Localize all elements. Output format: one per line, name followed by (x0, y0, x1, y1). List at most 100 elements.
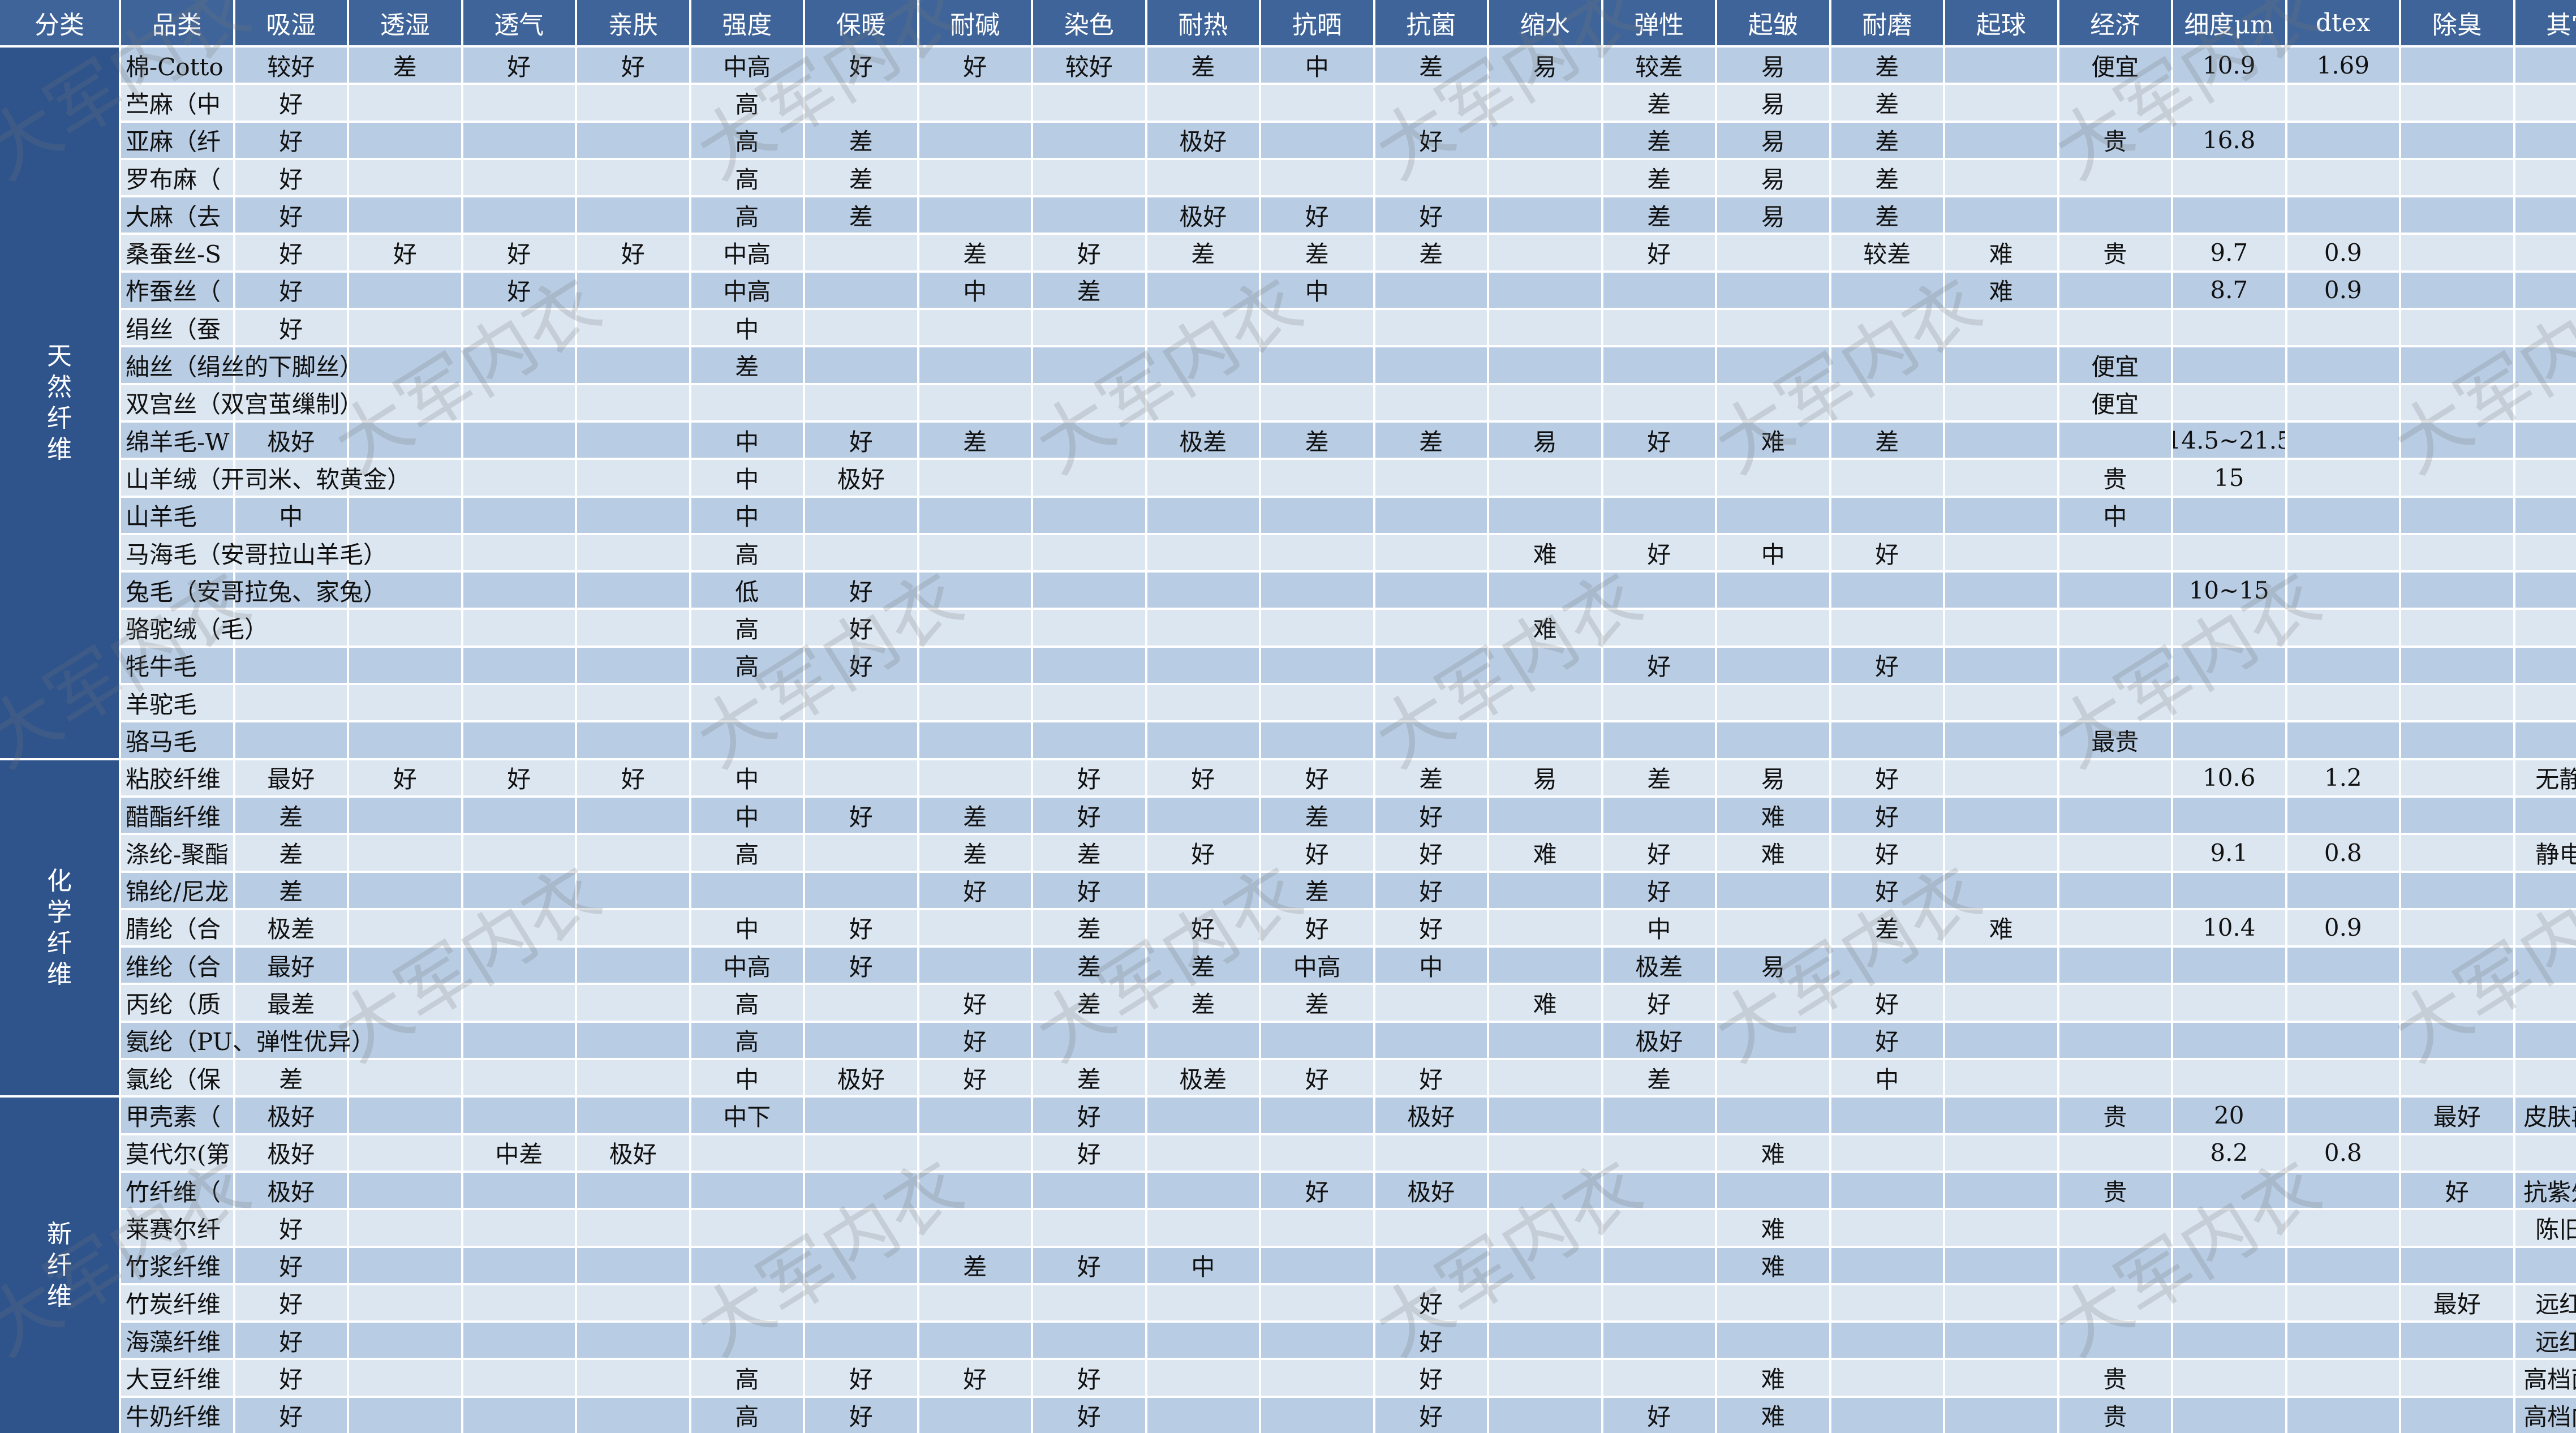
table-cell[interactable] (1945, 1285, 2057, 1320)
table-cell[interactable] (805, 722, 917, 758)
table-cell[interactable] (1945, 1135, 2057, 1171)
table-cell[interactable]: 好 (1375, 1360, 1487, 1395)
table-cell[interactable]: 10.4 (2173, 910, 2285, 945)
table-cell[interactable]: 好 (805, 948, 917, 983)
fiber-name-cell[interactable]: 氯纶（保 (121, 1060, 233, 1095)
table-cell[interactable]: 极好 (1375, 1098, 1487, 1133)
table-cell[interactable]: 好 (577, 48, 689, 83)
table-cell[interactable]: 难 (1945, 235, 2057, 270)
table-cell[interactable] (2401, 460, 2513, 495)
table-cell[interactable] (1033, 460, 1145, 495)
table-cell[interactable]: 好 (919, 1360, 1031, 1395)
table-cell[interactable]: 差 (1831, 160, 1943, 195)
table-cell[interactable] (349, 1135, 461, 1171)
table-cell[interactable] (349, 1323, 461, 1358)
table-cell[interactable]: 好 (463, 760, 575, 795)
table-cell[interactable]: 好 (1375, 197, 1487, 233)
table-cell[interactable] (2401, 423, 2513, 458)
table-cell[interactable] (805, 760, 917, 795)
table-cell[interactable]: 差 (1033, 948, 1145, 983)
table-cell[interactable]: 中高 (691, 273, 803, 308)
table-cell[interactable] (463, 423, 575, 458)
table-cell[interactable] (1261, 85, 1373, 120)
table-cell[interactable] (2401, 798, 2513, 833)
table-cell[interactable]: 好 (1603, 835, 1715, 870)
table-cell[interactable] (2059, 1210, 2171, 1245)
table-cell[interactable] (1603, 1285, 1715, 1320)
table-cell[interactable]: 难 (1717, 1210, 1829, 1245)
table-cell[interactable]: 16.8 (2173, 123, 2285, 158)
table-cell[interactable] (805, 1098, 917, 1133)
table-cell[interactable]: 贵 (2059, 460, 2171, 495)
fiber-name-cell[interactable]: 莱赛尔纤 (121, 1210, 233, 1245)
table-cell[interactable] (577, 1173, 689, 1208)
table-cell[interactable] (349, 910, 461, 945)
table-cell[interactable] (805, 310, 917, 345)
table-cell[interactable] (1717, 460, 1829, 495)
table-cell[interactable] (805, 85, 917, 120)
table-cell[interactable] (463, 1098, 575, 1133)
table-cell[interactable]: 差 (919, 798, 1031, 833)
table-cell[interactable] (349, 1098, 461, 1133)
table-cell[interactable]: 好 (1375, 1060, 1487, 1095)
table-cell[interactable] (577, 1210, 689, 1245)
table-cell[interactable]: 好 (1831, 648, 1943, 683)
table-cell[interactable]: 最贵 (2059, 722, 2171, 758)
table-cell[interactable] (2059, 1285, 2171, 1320)
table-cell[interactable]: 好 (919, 1023, 1031, 1058)
table-cell[interactable] (349, 385, 461, 420)
table-cell[interactable]: 中 (1717, 535, 1829, 570)
table-cell[interactable]: 10.9 (2173, 48, 2285, 83)
table-cell[interactable]: 差 (805, 160, 917, 195)
table-cell[interactable] (463, 648, 575, 683)
column-header[interactable]: dtex (2287, 0, 2399, 45)
table-cell[interactable]: 极好 (235, 1135, 347, 1171)
table-cell[interactable] (2059, 573, 2171, 608)
table-cell[interactable] (691, 1135, 803, 1171)
fiber-name-cell[interactable]: 紬丝（绢丝的下脚丝） (121, 347, 233, 382)
table-cell[interactable] (1147, 1210, 1259, 1245)
table-cell[interactable] (1717, 1098, 1829, 1133)
table-cell[interactable] (1147, 535, 1259, 570)
table-cell[interactable]: 中 (691, 498, 803, 533)
table-cell[interactable]: 难 (1717, 423, 1829, 458)
table-cell[interactable]: 中下 (691, 1098, 803, 1133)
table-cell[interactable]: 极好 (805, 1060, 917, 1095)
table-cell[interactable] (577, 85, 689, 120)
table-cell[interactable]: 好 (349, 760, 461, 795)
table-cell[interactable] (1945, 385, 2057, 420)
table-cell[interactable] (2173, 610, 2285, 645)
table-cell[interactable] (463, 985, 575, 1020)
table-cell[interactable] (2059, 273, 2171, 308)
table-cell[interactable]: 抗紫外线 (2515, 1173, 2576, 1208)
table-cell[interactable] (1147, 1360, 1259, 1395)
table-cell[interactable] (1489, 1210, 1601, 1245)
table-cell[interactable]: 好 (1603, 423, 1715, 458)
table-cell[interactable] (1603, 310, 1715, 345)
table-cell[interactable]: 好 (805, 48, 917, 83)
table-cell[interactable] (1489, 722, 1601, 758)
table-cell[interactable] (577, 347, 689, 382)
table-cell[interactable]: 好 (1375, 123, 1487, 158)
table-cell[interactable]: 极差 (1147, 423, 1259, 458)
table-cell[interactable] (2515, 197, 2576, 233)
table-cell[interactable] (1945, 835, 2057, 870)
table-cell[interactable] (463, 160, 575, 195)
table-cell[interactable] (2287, 798, 2399, 833)
table-cell[interactable] (2287, 1360, 2399, 1395)
table-cell[interactable]: 易 (1717, 197, 1829, 233)
table-cell[interactable] (1147, 385, 1259, 420)
table-cell[interactable] (805, 498, 917, 533)
table-cell[interactable] (2173, 160, 2285, 195)
table-cell[interactable]: 难 (1717, 1135, 1829, 1171)
table-cell[interactable] (1603, 273, 1715, 308)
table-cell[interactable] (805, 873, 917, 908)
table-cell[interactable] (349, 722, 461, 758)
table-cell[interactable] (2401, 1323, 2513, 1358)
table-cell[interactable]: 差 (1033, 910, 1145, 945)
table-cell[interactable] (919, 310, 1031, 345)
table-cell[interactable]: 贵 (2059, 1360, 2171, 1395)
table-cell[interactable] (1603, 347, 1715, 382)
table-cell[interactable]: 贵 (2059, 1098, 2171, 1133)
table-cell[interactable]: 好 (235, 235, 347, 270)
